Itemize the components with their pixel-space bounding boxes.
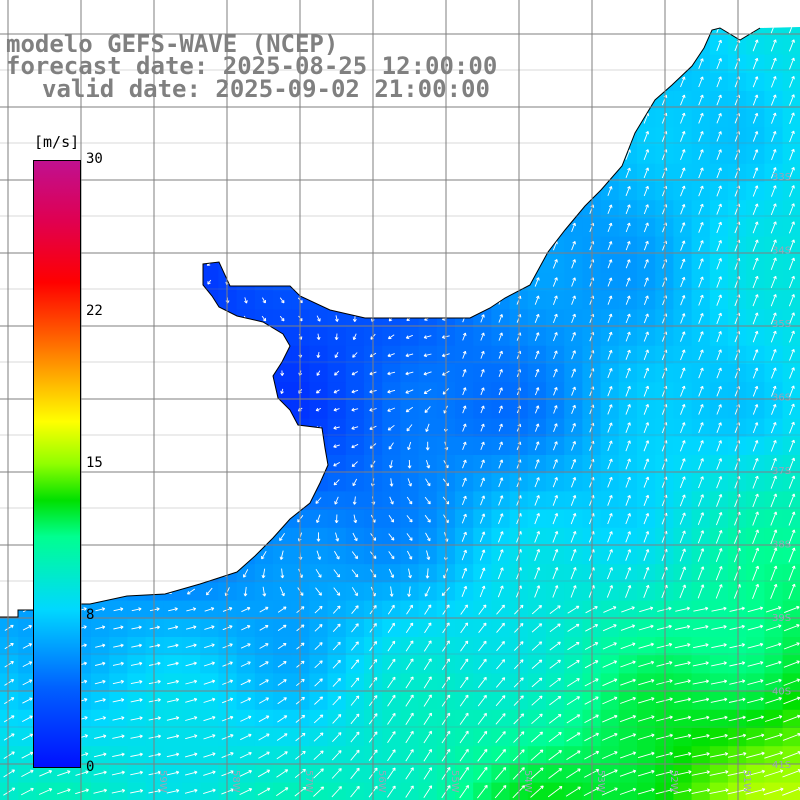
grid-labels: 33S 34S 35S 36S 37S 38S 39S 40S 41S 59W 58W 57W 56W 5…	[157, 172, 791, 793]
lon-label: 58W	[230, 770, 241, 793]
lon-label: 54W	[522, 770, 533, 793]
coastline	[0, 27, 761, 618]
lon-label: 52W	[668, 770, 679, 793]
lon-label: 53W	[595, 770, 606, 793]
lon-label: 59W	[157, 770, 168, 793]
lon-label: 55W	[449, 770, 460, 793]
forecast-date: forecast date: 2025-08-25 12:00:00	[6, 52, 498, 80]
lat-label: 35S	[772, 319, 791, 330]
lat-label: 38S	[772, 540, 791, 551]
valid-date: valid date: 2025-09-02 21:00:00	[42, 75, 490, 103]
lat-label: 39S	[772, 613, 791, 624]
lat-label: 36S	[772, 393, 791, 404]
colorbar-tick-30: 30	[86, 151, 103, 167]
lon-label: 56W	[376, 770, 387, 793]
colorbar-tick-22: 22	[86, 303, 103, 319]
lon-label: 51W	[741, 770, 752, 793]
colorbar-tick-8: 8	[86, 607, 95, 623]
colorbar-unit: [m/s]	[34, 133, 80, 151]
lon-label: 57W	[303, 770, 314, 793]
colorbar-tick-0: 0	[86, 759, 95, 775]
model-title: modelo GEFS-WAVE (NCEP)	[6, 30, 339, 58]
lat-label: 41S	[772, 760, 791, 771]
colorbar	[33, 160, 81, 768]
lat-label: 40S	[772, 687, 791, 698]
colorbar-tick-15: 15	[86, 455, 103, 471]
lat-label: 37S	[772, 466, 791, 477]
lat-label: 34S	[772, 246, 791, 257]
lat-label: 33S	[772, 172, 791, 183]
